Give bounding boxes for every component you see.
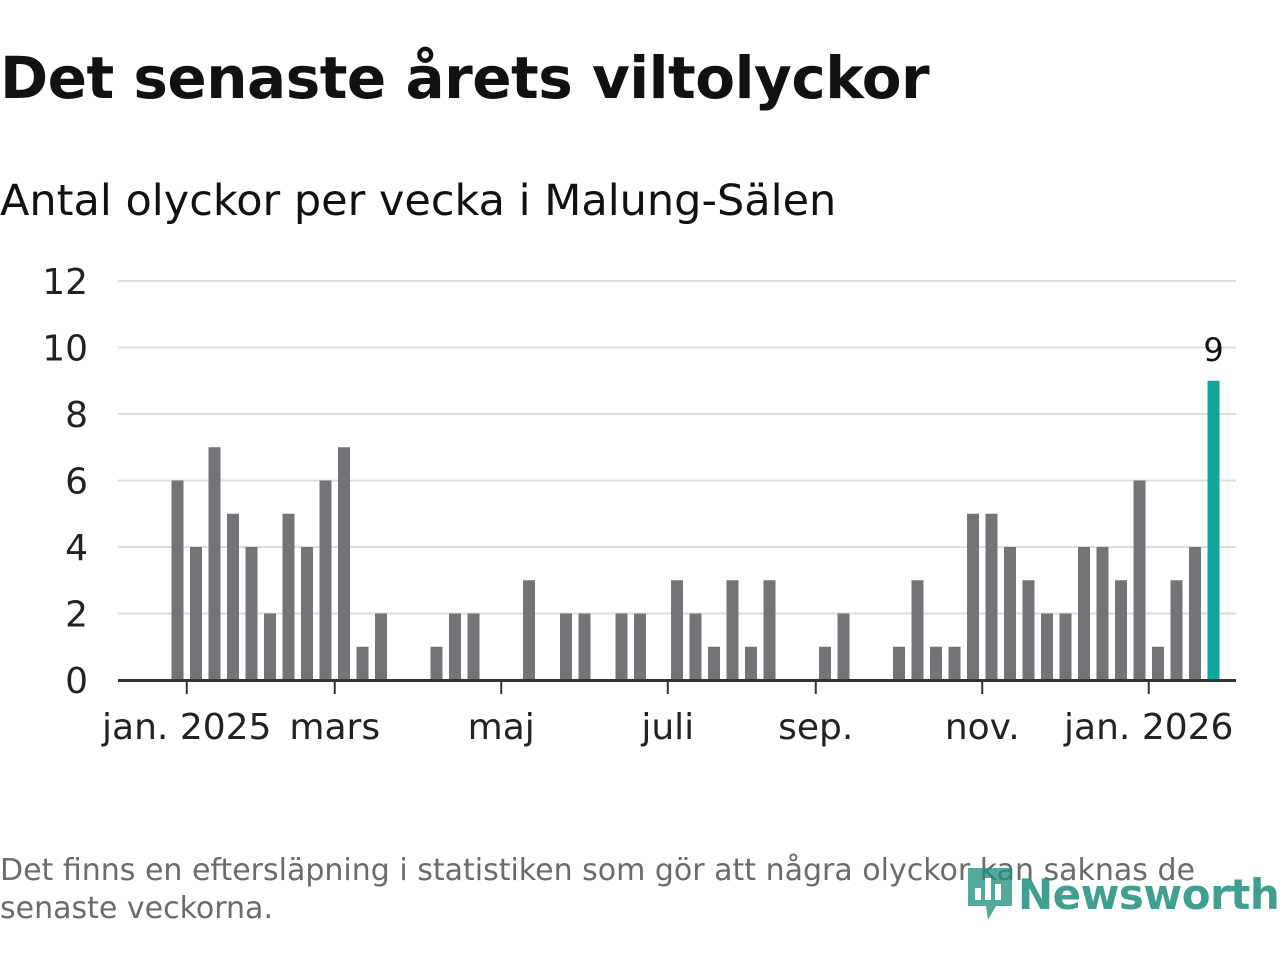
- bar: [930, 646, 942, 680]
- bar: [671, 580, 683, 680]
- bar: [634, 613, 646, 680]
- x-tick-label: nov.: [945, 707, 1020, 748]
- bar: [893, 646, 905, 680]
- bar: [948, 646, 961, 680]
- bar: [227, 513, 239, 680]
- bar: [745, 646, 757, 680]
- bar: [1078, 547, 1090, 680]
- bar: [967, 513, 979, 680]
- bar: [1115, 580, 1127, 680]
- bar: [1133, 480, 1146, 680]
- bar: [523, 580, 535, 680]
- y-tick-label: 12: [42, 262, 88, 303]
- x-tick-label: juli: [640, 707, 694, 748]
- bar: [245, 547, 258, 680]
- y-axis-ticks: 0 2 4 6 8 10 12: [42, 262, 88, 702]
- bar: [449, 613, 461, 680]
- bar: [319, 480, 332, 680]
- y-tick-label: 10: [42, 329, 88, 370]
- x-axis-ticks: jan. 2025 mars maj juli sep. nov. jan. 2026: [101, 680, 1233, 748]
- bar: [375, 613, 387, 680]
- highlight-data-label: 9: [1203, 331, 1223, 369]
- newsworthy-logo: Newsworthy: [962, 862, 1280, 926]
- bar: [1059, 613, 1072, 680]
- bar: [208, 447, 221, 680]
- bar: [356, 646, 369, 680]
- bar: [282, 513, 295, 680]
- bar: [689, 613, 702, 680]
- bar: [301, 547, 313, 680]
- bar: [430, 646, 443, 680]
- x-tick-label: sep.: [778, 707, 853, 748]
- bar: [1189, 547, 1201, 680]
- bar: [1004, 547, 1016, 680]
- bar: [264, 613, 276, 680]
- y-tick-label: 2: [65, 595, 88, 636]
- bar: [615, 613, 628, 680]
- bar: [837, 613, 850, 680]
- bar: [1152, 646, 1164, 680]
- y-tick-label: 8: [65, 395, 88, 436]
- bar: [726, 580, 739, 680]
- bar: [338, 447, 350, 680]
- y-tick-label: 0: [65, 661, 88, 702]
- logo-text: Newsworthy: [1018, 869, 1280, 919]
- bar: [911, 580, 924, 680]
- x-tick-label: jan. 2026: [1063, 707, 1233, 748]
- bar: [190, 547, 202, 680]
- bar: [1022, 580, 1035, 680]
- bar: [1041, 613, 1053, 680]
- chart-title: Det senaste årets viltolyckor: [0, 44, 930, 112]
- bar: [708, 646, 720, 680]
- bar: [171, 480, 184, 680]
- bar: [763, 580, 776, 680]
- bar-chart-speech-bubble-icon: [968, 868, 1012, 920]
- x-tick-label: maj: [468, 707, 535, 748]
- x-tick-label: mars: [289, 707, 380, 748]
- bar: [985, 513, 998, 680]
- bar-highlight: [1207, 380, 1220, 680]
- y-tick-label: 4: [65, 528, 88, 569]
- x-tick-label: jan. 2025: [101, 707, 271, 748]
- bars: [171, 380, 1220, 680]
- bar: [1170, 580, 1183, 680]
- y-tick-label: 6: [65, 462, 88, 503]
- bar: [1096, 547, 1109, 680]
- bar: [467, 613, 480, 680]
- bar: [578, 613, 591, 680]
- bar: [819, 646, 831, 680]
- bar: [560, 613, 572, 680]
- chart-subtitle: Antal olyckor per vecka i Malung-Sälen: [0, 176, 837, 226]
